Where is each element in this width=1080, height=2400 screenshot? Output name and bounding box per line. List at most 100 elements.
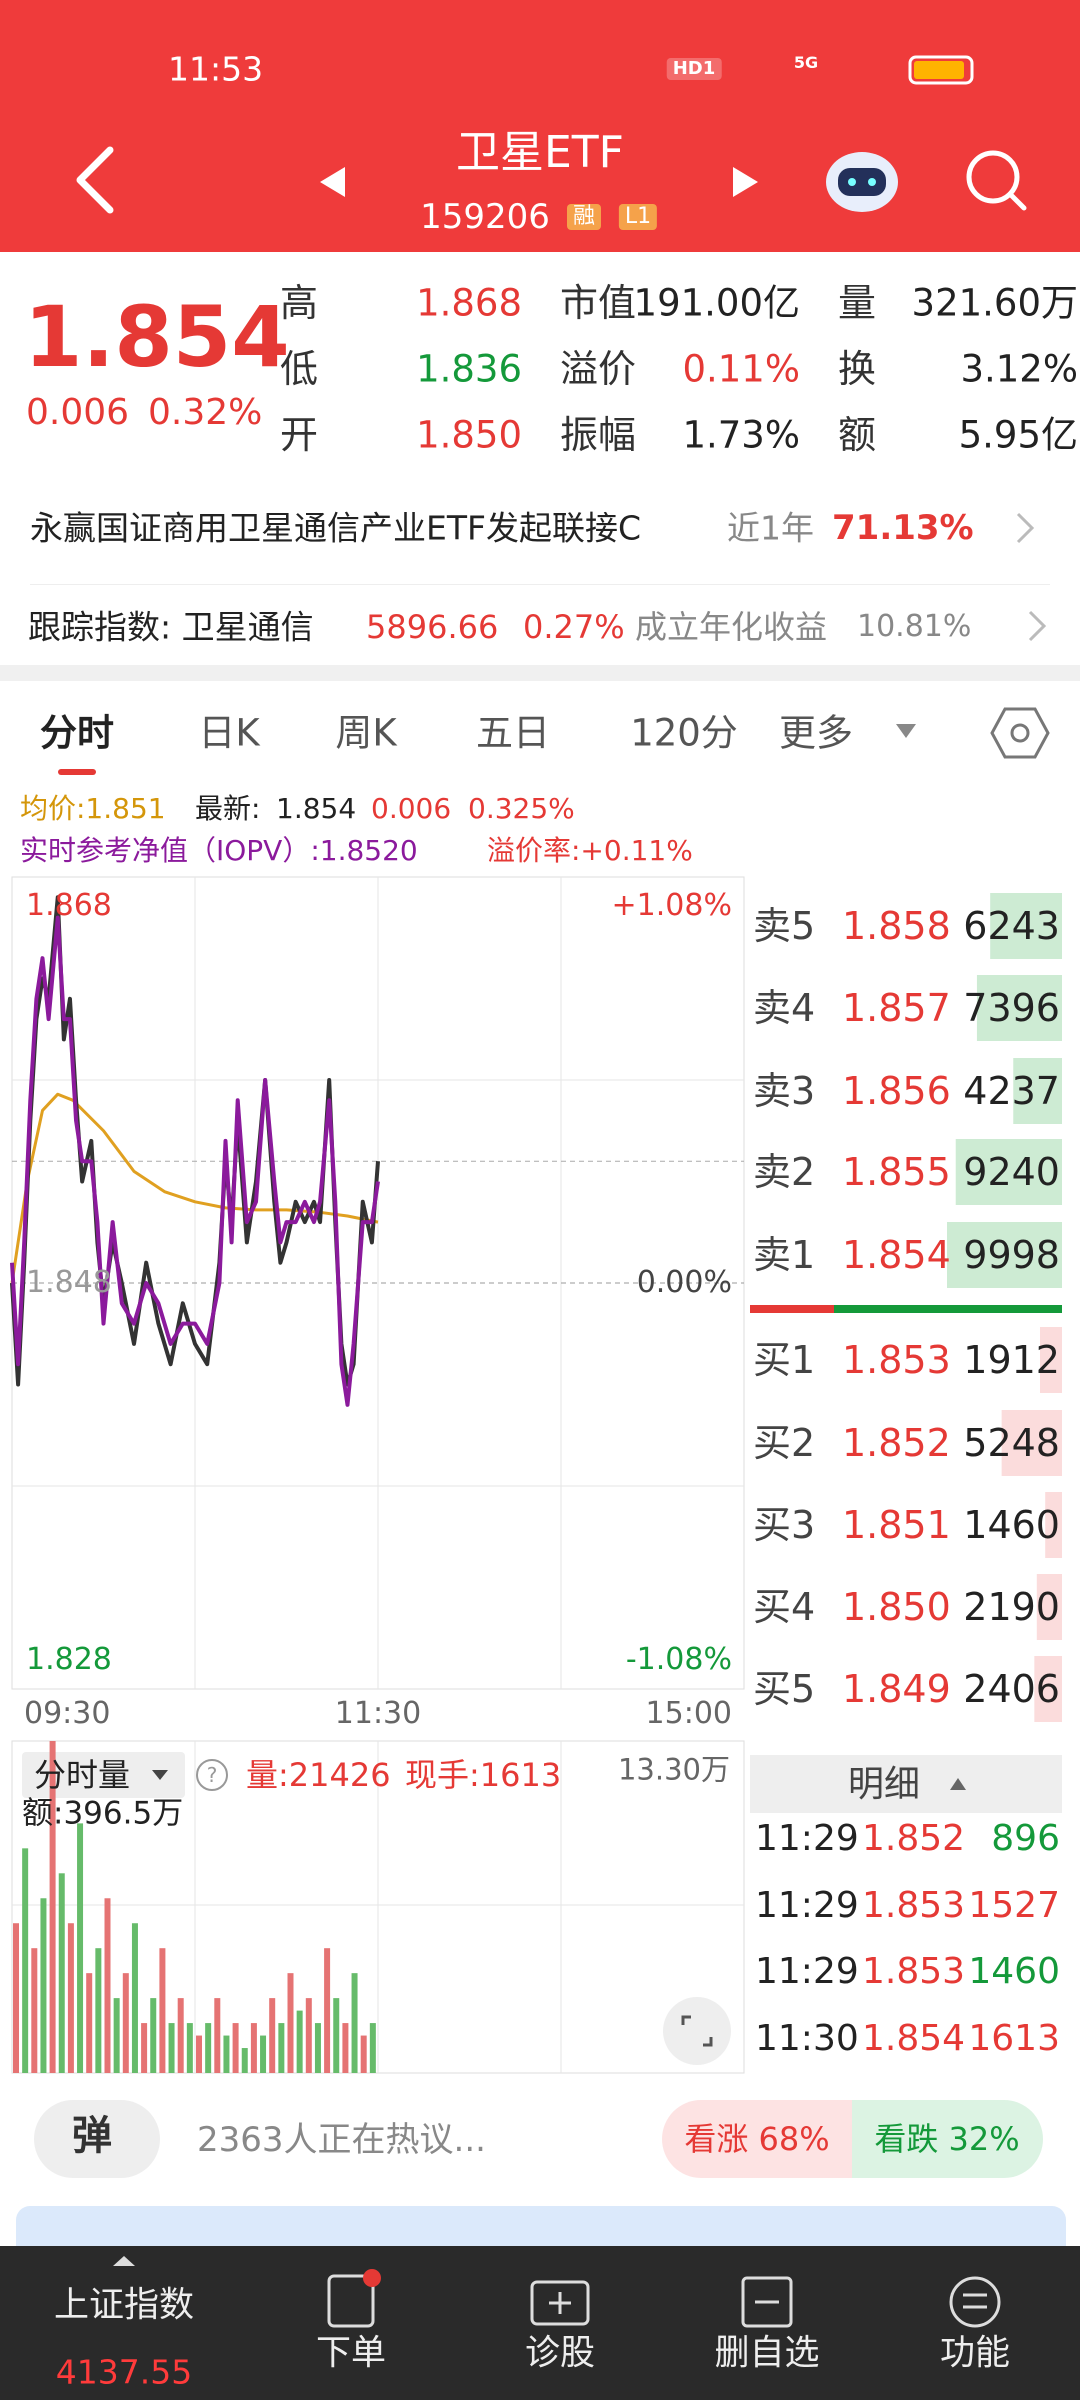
assistant-button[interactable] bbox=[826, 152, 898, 212]
nav-label[interactable]: 上证指数 bbox=[53, 2285, 195, 2326]
danmaku-label[interactable]: 弹 bbox=[72, 2113, 112, 2159]
volume-bar bbox=[241, 2048, 248, 2073]
volume-selector[interactable]: 分时量 bbox=[34, 1756, 131, 1794]
stat-label: 换 bbox=[838, 347, 877, 391]
price-change-pct: 0.32% bbox=[148, 392, 263, 433]
section-divider bbox=[0, 665, 1080, 681]
plus bbox=[549, 2292, 571, 2314]
stat-label: 高 bbox=[280, 281, 319, 325]
volume-bar bbox=[269, 1998, 276, 2073]
stat-value: 1.868 bbox=[416, 281, 522, 325]
depth-bar bbox=[990, 893, 1062, 959]
danmaku-button[interactable] bbox=[34, 2100, 160, 2178]
book-label: 卖1 bbox=[753, 1233, 816, 1277]
stock-title: 卫星ETF bbox=[456, 127, 624, 178]
menu-icon[interactable] bbox=[949, 2276, 1001, 2328]
volume-bar bbox=[333, 1998, 340, 2073]
y-tick-label: 1.848 bbox=[26, 1265, 112, 1300]
expand-arrow[interactable] bbox=[113, 2256, 135, 2266]
book-label: 卖5 bbox=[753, 904, 816, 948]
nav-label[interactable]: 诊股 bbox=[524, 2333, 596, 2374]
volume-selector-bg[interactable] bbox=[22, 1752, 185, 1798]
book-volume: 4237 bbox=[963, 1069, 1060, 1113]
book-price: 1.850 bbox=[842, 1585, 951, 1629]
y2-tick-label: -1.08% bbox=[625, 1642, 732, 1677]
book-price: 1.856 bbox=[842, 1069, 951, 1113]
volume-amount: 额:396.5万 bbox=[22, 1795, 184, 1832]
dropdown-arrow bbox=[152, 1770, 168, 1780]
depth-bar bbox=[955, 1139, 1062, 1205]
tab[interactable]: 分时 bbox=[40, 711, 114, 755]
volume-bar bbox=[40, 1898, 47, 2073]
search-button[interactable] bbox=[966, 150, 1027, 211]
header-bar bbox=[0, 0, 1080, 252]
tab[interactable]: 更多 bbox=[779, 711, 853, 755]
volume-bar bbox=[31, 1948, 38, 2073]
nav-label[interactable]: 下单 bbox=[315, 2333, 387, 2374]
volume-bar bbox=[250, 2023, 257, 2073]
tab[interactable]: 五日 bbox=[476, 711, 550, 755]
tab[interactable]: 日K bbox=[198, 711, 260, 755]
book-price: 1.851 bbox=[842, 1503, 951, 1547]
book-label: 买2 bbox=[753, 1421, 816, 1465]
stat-label: 开 bbox=[280, 413, 319, 457]
diagnose-icon[interactable] bbox=[530, 2280, 590, 2326]
nav-label[interactable]: 功能 bbox=[939, 2333, 1011, 2374]
volume-qty: 量:21426 bbox=[246, 1756, 391, 1794]
discussion-text: 2363人正在热议... bbox=[197, 2120, 486, 2160]
detail-time: 11:29 bbox=[755, 1885, 859, 1926]
volume-bar bbox=[296, 2010, 303, 2073]
depth-bar bbox=[1036, 1574, 1062, 1640]
help-icon[interactable] bbox=[196, 1759, 228, 1791]
volume-bar bbox=[278, 2023, 285, 2073]
chevron[interactable] bbox=[1016, 512, 1035, 544]
fund-name[interactable]: 永赢国证商用卫星通信产业ETF发起联接C bbox=[30, 508, 642, 548]
depth-bar bbox=[1034, 1656, 1062, 1722]
next-button[interactable] bbox=[733, 167, 758, 197]
volume-bar bbox=[232, 2023, 239, 2073]
volume-bar bbox=[150, 1998, 157, 2073]
volume-bar bbox=[122, 1973, 129, 2073]
stat-label: 量 bbox=[838, 281, 877, 325]
nav-label[interactable]: 删自选 bbox=[714, 2333, 820, 2374]
bull-vote[interactable]: 看涨 68% bbox=[684, 2120, 830, 2158]
chart-layer: ? bbox=[10, 724, 1062, 2074]
book-volume: 1912 bbox=[963, 1338, 1060, 1382]
back-button[interactable] bbox=[76, 146, 114, 214]
sort-arrow bbox=[950, 1778, 966, 1790]
status-time: 11:53 bbox=[168, 49, 264, 89]
detail-time: 11:29 bbox=[755, 1818, 859, 1859]
fullscreen-button[interactable] bbox=[663, 1997, 731, 2065]
volume-bar bbox=[58, 1873, 65, 2073]
since-label: 成立年化收益 bbox=[635, 608, 828, 646]
volume-bar bbox=[342, 2023, 349, 2073]
avg-price: 均价:1.851 bbox=[20, 792, 166, 825]
book-label: 卖3 bbox=[753, 1069, 816, 1113]
more-arrow bbox=[896, 724, 916, 738]
volume-bar bbox=[324, 1948, 331, 2073]
x-tick-label: 11:30 bbox=[334, 1696, 422, 1731]
details-header-bg bbox=[750, 1755, 1062, 1813]
bull-pill[interactable] bbox=[662, 2100, 852, 2178]
chevron[interactable] bbox=[1028, 610, 1047, 642]
fund-period: 近1年 bbox=[727, 508, 814, 548]
y-tick-label: 1.828 bbox=[26, 1642, 112, 1677]
tab[interactable]: 120分 bbox=[630, 711, 738, 755]
bear-vote[interactable]: 看跌 32% bbox=[874, 2120, 1020, 2158]
x-tick-label: 09:30 bbox=[24, 1696, 111, 1731]
order-icon[interactable] bbox=[327, 2274, 375, 2328]
book-price: 1.858 bbox=[842, 904, 951, 948]
volume-bar bbox=[13, 1923, 19, 2073]
prev-button[interactable] bbox=[320, 167, 345, 197]
detail-volume: 1613 bbox=[968, 2018, 1060, 2059]
y-tick-label: 1.868 bbox=[26, 888, 112, 923]
bear-pill[interactable] bbox=[852, 2100, 1043, 2178]
book-volume: 2406 bbox=[963, 1667, 1060, 1711]
stat-value: 1.836 bbox=[416, 347, 522, 391]
details-title[interactable]: 明细 bbox=[847, 1764, 921, 1805]
nav-icons bbox=[113, 2256, 1001, 2328]
tab[interactable]: 周K bbox=[335, 711, 397, 755]
remove-icon[interactable] bbox=[741, 2276, 793, 2328]
settings-button[interactable] bbox=[990, 705, 1050, 761]
book-price: 1.857 bbox=[842, 986, 951, 1030]
